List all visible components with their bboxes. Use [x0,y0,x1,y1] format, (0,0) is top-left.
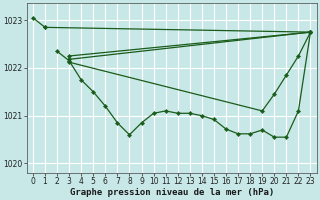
X-axis label: Graphe pression niveau de la mer (hPa): Graphe pression niveau de la mer (hPa) [69,188,274,197]
